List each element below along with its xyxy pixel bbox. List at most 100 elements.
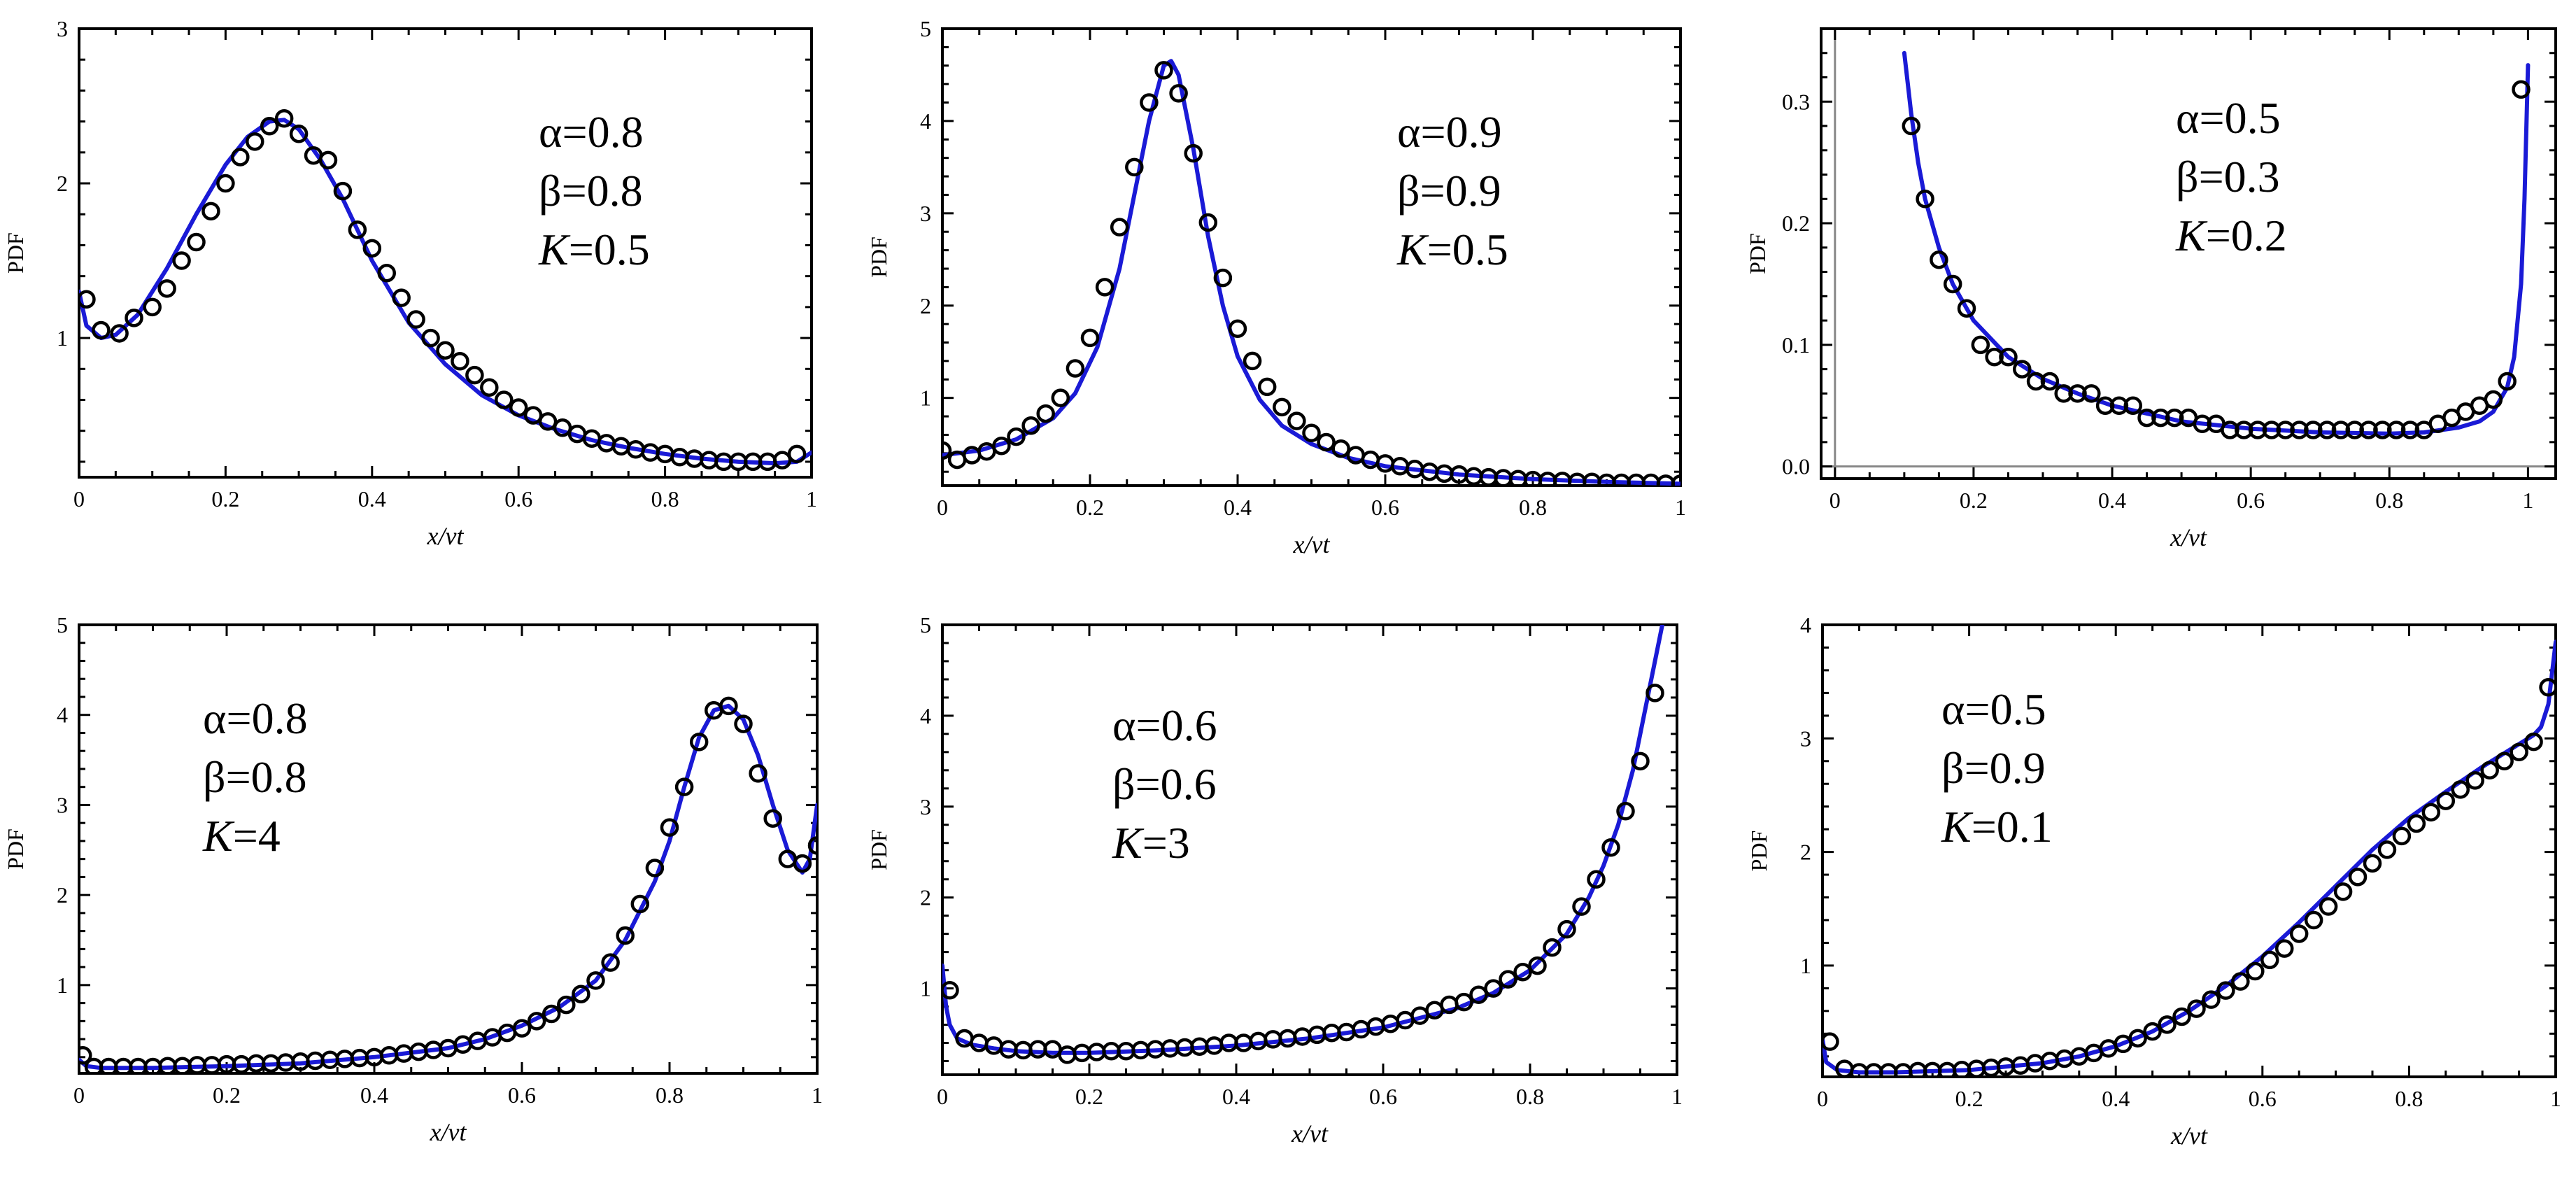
simulation-point — [542, 1004, 561, 1024]
x-tick-label: 0.2 — [1075, 1084, 1103, 1109]
theory-curve — [79, 118, 812, 466]
x-tick-label: 0.4 — [360, 1082, 388, 1108]
y-tick-label: 4 — [1800, 612, 1811, 637]
y-tick-label: 0.3 — [1782, 89, 1810, 114]
simulation-point — [1095, 278, 1114, 297]
simulation-point — [1184, 143, 1203, 163]
y-tick-label: 2 — [920, 885, 931, 910]
simulation-point — [2202, 990, 2221, 1009]
simulation-point — [1616, 802, 1635, 821]
y-tick-label: 3 — [1800, 726, 1811, 751]
simulation-point — [1943, 274, 1962, 294]
x-tick-label: 0.4 — [2102, 1086, 2130, 1111]
simulation-point — [1302, 423, 1321, 443]
simulation-point — [2158, 1015, 2177, 1034]
simulation-point — [1213, 268, 1233, 288]
simulation-point — [2421, 803, 2441, 822]
x-axis-title: x/vt — [430, 1118, 467, 1146]
y-tick-label: 0.0 — [1782, 454, 1810, 479]
simulation-point — [1601, 838, 1620, 857]
theory-curve — [79, 703, 817, 1071]
x-tick-label: 1 — [2522, 488, 2533, 513]
x-tick-label: 0.2 — [211, 486, 239, 511]
x-tick-label: 0.6 — [508, 1082, 536, 1108]
simulation-point — [2392, 826, 2412, 846]
simulation-point — [231, 148, 250, 167]
simulation-point — [2363, 854, 2382, 873]
x-tick-label: 0.2 — [1076, 495, 1104, 520]
simulation-point — [246, 132, 264, 151]
simulation-point — [1140, 93, 1159, 112]
simulation-point — [436, 341, 455, 360]
simulation-point — [645, 859, 665, 877]
simulation-point — [318, 150, 338, 170]
x-tick-label: 1 — [2550, 1086, 2561, 1111]
simulation-point — [1219, 1033, 1238, 1052]
simulation-point — [2377, 840, 2397, 859]
parameter-label: K=0.5 — [538, 225, 650, 274]
simulation-point — [1051, 388, 1070, 407]
simulation-point — [2480, 761, 2499, 780]
simulation-point — [1671, 474, 1680, 486]
simulation-point — [1287, 411, 1306, 430]
simulation-point — [2495, 751, 2514, 771]
y-axis-title: PDF — [866, 829, 891, 870]
simulation-point — [216, 174, 235, 193]
simulation-point — [601, 953, 620, 972]
simulation-point — [1125, 157, 1144, 177]
x-tick-label: 0.8 — [2395, 1086, 2423, 1111]
simulation-point — [1916, 190, 1934, 209]
simulation-point — [1036, 404, 1055, 423]
y-tick-label: 5 — [57, 612, 68, 637]
x-tick-label: 0.8 — [1516, 1084, 1544, 1109]
x-tick-label: 0.2 — [1955, 1086, 1983, 1111]
simulation-point — [1154, 61, 1173, 80]
simulation-point — [1823, 1032, 1839, 1051]
y-tick-label: 2 — [1800, 840, 1811, 865]
simulation-point — [480, 378, 499, 397]
parameter-label: α=0.9 — [1397, 107, 1502, 157]
simulation-point — [1243, 351, 1262, 371]
simulation-point — [2304, 910, 2323, 930]
simulation-point — [2246, 961, 2265, 981]
x-tick-label: 1 — [806, 486, 817, 511]
simulation-point — [274, 108, 294, 128]
x-tick-label: 1 — [1675, 495, 1686, 520]
simulation-point — [2128, 1029, 2147, 1048]
simulation-point — [2187, 999, 2206, 1018]
simulation-point — [1971, 335, 1990, 355]
simulation-point — [1513, 962, 1532, 982]
y-axis-title: PDF — [1745, 233, 1770, 274]
simulation-point — [1066, 359, 1085, 378]
simulation-point — [392, 288, 411, 307]
simulation-point — [793, 854, 812, 873]
simulation-point — [749, 764, 767, 783]
chart-panel-top-right: 0 0.2 0.4 0.6 0.8 1 0.0 0.1 0.2 0.3 x/vt PDF α=0.5 β=… — [1745, 27, 2557, 551]
simulation-point — [1080, 328, 1100, 348]
chart-panel-top-middle: 0 0.2 0.4 0.6 0.8 1 1 2 3 4 5 x/vt PDF α=0.9 β=0.9 K=0.… — [866, 16, 1686, 558]
simulation-point — [942, 441, 952, 460]
simulation-point — [772, 451, 792, 470]
x-tick-label: 1 — [1671, 1084, 1683, 1109]
simulation-point — [2231, 972, 2250, 991]
x-axis-title: x/vt — [1291, 1120, 1329, 1148]
simulation-point — [807, 836, 817, 855]
simulation-point — [1469, 985, 1488, 1004]
simulation-point — [2289, 924, 2309, 943]
x-tick-label: 0.6 — [2249, 1086, 2277, 1111]
simulation-point — [1930, 250, 1948, 269]
simulation-point — [2333, 882, 2353, 901]
parameter-label: α=0.8 — [203, 693, 308, 743]
simulation-point — [734, 714, 753, 733]
chart-panel-top-left: 0 0.2 0.4 0.6 0.8 1 1 2 3 x/vt PDF α=0.8 β=0.8 K=0.5 — [3, 16, 817, 550]
simulation-point — [1331, 439, 1350, 458]
simulation-point — [2274, 939, 2294, 958]
simulation-point — [1257, 377, 1277, 397]
simulation-point — [2498, 372, 2517, 391]
simulation-point — [201, 202, 220, 221]
theory-curve — [942, 625, 1664, 1055]
y-tick-label: 1 — [57, 325, 68, 351]
simulation-point — [421, 328, 440, 348]
parameter-label: β=0.6 — [1112, 759, 1217, 809]
simulation-point — [2123, 396, 2143, 415]
